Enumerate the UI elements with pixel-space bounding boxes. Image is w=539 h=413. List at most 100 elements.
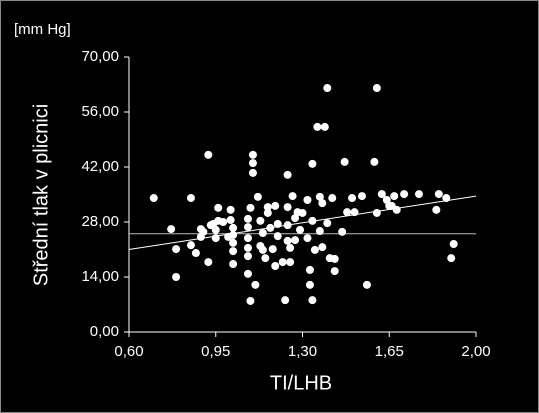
data-point (291, 236, 300, 245)
data-point (432, 205, 441, 214)
data-point (318, 243, 327, 252)
data-point (286, 258, 295, 267)
data-point (305, 265, 314, 274)
data-point (248, 159, 257, 168)
data-point (186, 241, 195, 250)
data-point (214, 203, 223, 212)
y-tick-label: 70,00 (81, 48, 119, 65)
data-point (340, 157, 349, 166)
data-point (370, 157, 379, 166)
data-point (226, 205, 235, 214)
data-point (243, 269, 252, 278)
data-point (328, 194, 337, 203)
data-point (167, 225, 176, 234)
data-point (323, 84, 332, 93)
data-point (149, 194, 158, 203)
data-point (372, 208, 381, 217)
data-point (434, 190, 443, 199)
data-point (348, 194, 357, 203)
trend-line (128, 195, 477, 250)
data-point (229, 238, 238, 247)
data-point (278, 258, 287, 267)
unit-label: [mm Hg] (14, 21, 71, 38)
y-tick-label: 0,00 (90, 323, 119, 340)
data-point (271, 262, 280, 270)
data-point (414, 190, 423, 199)
x-axis-title: TI/LHB (270, 372, 332, 394)
data-point (211, 225, 220, 234)
data-point (229, 223, 238, 232)
data-point (229, 260, 238, 269)
data-point (320, 122, 329, 131)
y-tick-label: 42,00 (81, 158, 119, 175)
data-point (186, 194, 195, 203)
data-point (248, 168, 257, 177)
data-point (400, 190, 409, 199)
data-point (191, 249, 200, 258)
data-point (251, 280, 260, 289)
data-point (258, 245, 267, 254)
x-tick-label: 1,30 (288, 343, 317, 360)
data-point (357, 192, 366, 201)
data-point (204, 258, 213, 267)
data-point (323, 219, 332, 228)
data-point (268, 245, 277, 254)
data-point (199, 227, 208, 236)
data-point (263, 208, 272, 217)
data-point (313, 122, 322, 131)
data-point (229, 230, 238, 239)
data-point (243, 243, 252, 252)
data-point (248, 150, 257, 159)
data-point (362, 280, 371, 289)
data-point (303, 196, 312, 204)
x-tick-label: 0,60 (114, 343, 143, 360)
x-tick-label: 2,00 (461, 343, 490, 360)
data-point (172, 273, 181, 281)
data-point (258, 229, 267, 237)
data-point (315, 227, 324, 236)
data-point (315, 192, 324, 201)
data-point (263, 203, 272, 212)
data-point (246, 203, 255, 212)
y-tick-label: 28,00 (81, 213, 119, 230)
data-point (226, 216, 235, 225)
x-tick-label: 1,65 (375, 343, 404, 360)
data-point (286, 243, 295, 252)
data-point (377, 190, 386, 199)
data-point (246, 296, 255, 305)
y-tick-label: 14,00 (81, 268, 119, 285)
data-point (271, 201, 280, 210)
data-point (296, 225, 305, 234)
data-point (219, 218, 228, 226)
data-point (281, 296, 290, 305)
data-point (392, 205, 401, 214)
data-point (372, 84, 381, 93)
data-point (330, 254, 339, 263)
data-point (343, 208, 352, 217)
y-axis-title: Střední tlak v plicnici (30, 104, 52, 286)
data-point (261, 254, 270, 263)
data-point (390, 192, 399, 201)
data-point (318, 199, 327, 208)
data-point (283, 236, 292, 245)
data-point (303, 234, 312, 243)
data-point (204, 150, 213, 159)
data-point (308, 296, 317, 305)
data-point (330, 267, 339, 276)
data-point (298, 208, 307, 217)
data-point (243, 252, 252, 261)
data-point (447, 254, 456, 263)
data-point (283, 203, 292, 212)
data-point (288, 192, 297, 201)
data-point (243, 214, 252, 223)
data-point (253, 192, 262, 201)
data-point (256, 216, 265, 225)
data-point (229, 247, 238, 256)
data-point (243, 223, 252, 232)
x-tick-label: 0,95 (201, 343, 230, 360)
data-point (305, 280, 314, 289)
data-point (283, 170, 292, 179)
data-point (338, 227, 347, 236)
